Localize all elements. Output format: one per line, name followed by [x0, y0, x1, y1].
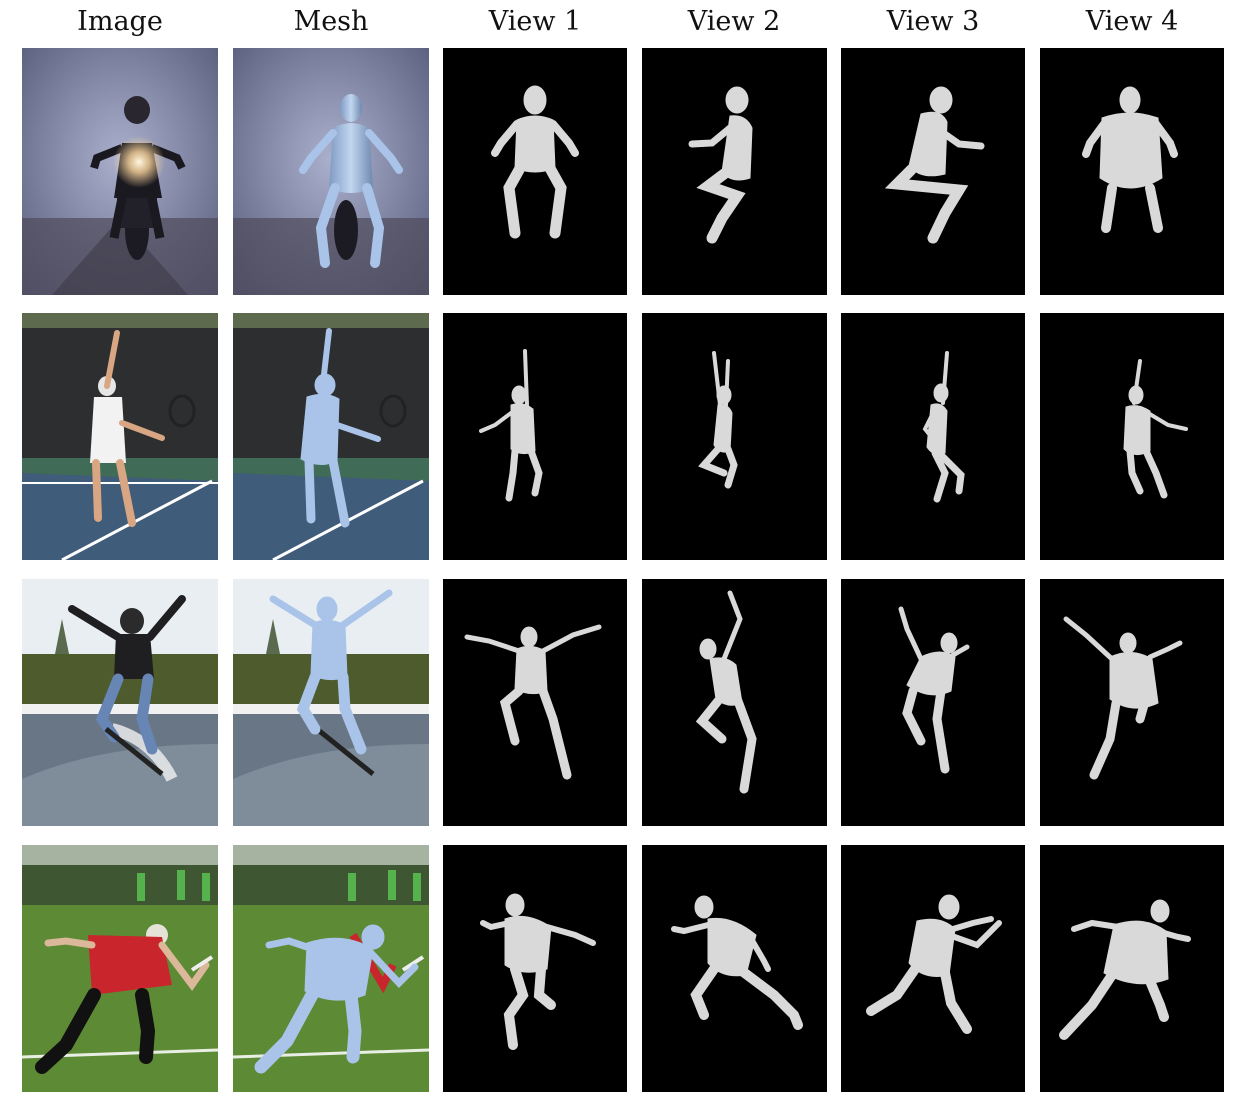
row-2-mesh-overlay	[233, 313, 429, 560]
row-1-view-4	[1040, 48, 1224, 295]
column-header-view-4: View 4	[1032, 6, 1232, 37]
column-header-mesh: Mesh	[231, 6, 431, 37]
row-3-mesh-overlay	[233, 579, 429, 826]
row-1-mesh-overlay	[233, 48, 429, 295]
row-1-view-2	[642, 48, 827, 295]
row-3-view-3	[841, 579, 1025, 826]
row-3-input-image	[22, 579, 218, 826]
row-2-view-3	[841, 313, 1025, 560]
row-2-input-image	[22, 313, 218, 560]
row-1-view-1	[443, 48, 627, 295]
row-3-view-1	[443, 579, 627, 826]
row-2-view-1	[443, 313, 627, 560]
column-header-image: Image	[20, 6, 220, 37]
row-3-view-2	[642, 579, 827, 826]
row-2-view-4	[1040, 313, 1224, 560]
row-4-view-2	[642, 845, 827, 1092]
row-1-input-image	[22, 48, 218, 295]
row-4-view-4	[1040, 845, 1224, 1092]
row-4-mesh-overlay	[233, 845, 429, 1092]
row-1-view-3	[841, 48, 1025, 295]
row-4-view-3	[841, 845, 1025, 1092]
column-header-view-2: View 2	[634, 6, 834, 37]
column-header-view-1: View 1	[435, 6, 635, 37]
row-4-input-image	[22, 845, 218, 1092]
row-3-view-4	[1040, 579, 1224, 826]
row-2-view-2	[642, 313, 827, 560]
column-header-view-3: View 3	[833, 6, 1033, 37]
row-4-view-1	[443, 845, 627, 1092]
